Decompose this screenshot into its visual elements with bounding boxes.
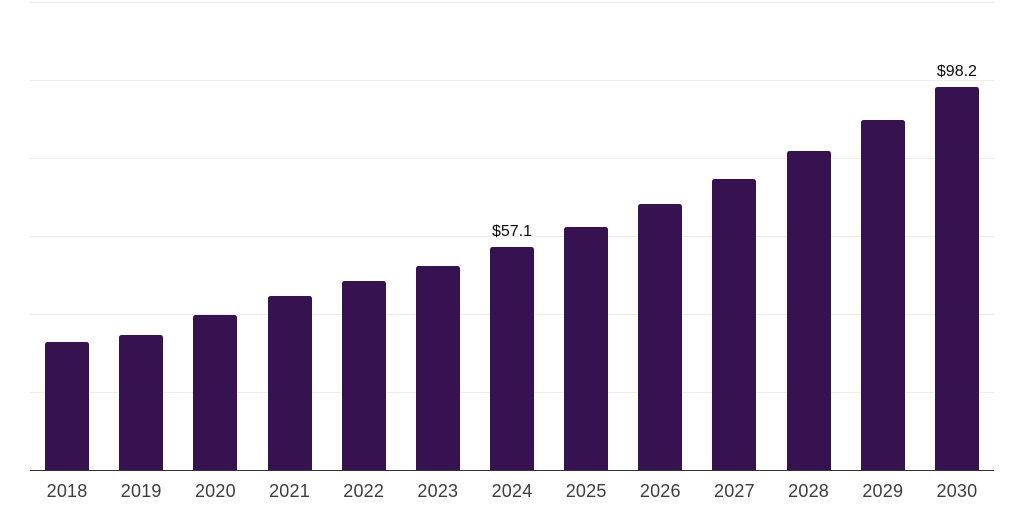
bar-2024: $57.1 <box>490 223 534 470</box>
x-tick-label: 2030 <box>936 481 978 501</box>
x-tick-label: 2024 <box>491 481 533 501</box>
x-tick-label: 2025 <box>565 481 607 501</box>
x-tick-label: 2020 <box>194 481 236 501</box>
bar-2029 <box>860 119 905 470</box>
x-tick-label: 2026 <box>639 481 681 501</box>
x-tick-label: 2018 <box>46 481 88 501</box>
x-tick-label: 2027 <box>714 481 755 501</box>
x-tick-label: 2022 <box>343 481 385 501</box>
bar-2019 <box>119 334 164 470</box>
plot-area: $57.1 $98.2 <box>30 2 994 471</box>
gridline <box>30 2 994 3</box>
gridline <box>30 80 994 81</box>
x-tick-label: 2019 <box>120 481 162 501</box>
bar-2020 <box>193 314 238 470</box>
x-tick-label: 2021 <box>269 481 310 501</box>
bar-2026 <box>638 203 683 470</box>
bar-2025 <box>564 227 609 470</box>
bar-value-label: $57.1 <box>491 223 533 241</box>
x-tick-label: 2029 <box>862 481 904 501</box>
gridline <box>30 158 994 159</box>
bar-2027 <box>712 178 757 470</box>
bar-2021 <box>267 295 312 470</box>
bar-2022 <box>341 280 386 470</box>
x-axis: 2018 2019 2020 2021 2022 2023 2024 2025 2026 2027… <box>30 482 994 506</box>
gridline <box>30 236 994 237</box>
bar-value-label: $98.2 <box>936 63 977 81</box>
bar-2030: $98.2 <box>934 63 979 470</box>
bar-2018 <box>45 342 90 470</box>
bar-2028 <box>786 150 831 470</box>
bar-2023 <box>415 265 460 470</box>
x-tick-label: 2028 <box>788 481 830 501</box>
x-tick-label: 2023 <box>417 481 459 501</box>
